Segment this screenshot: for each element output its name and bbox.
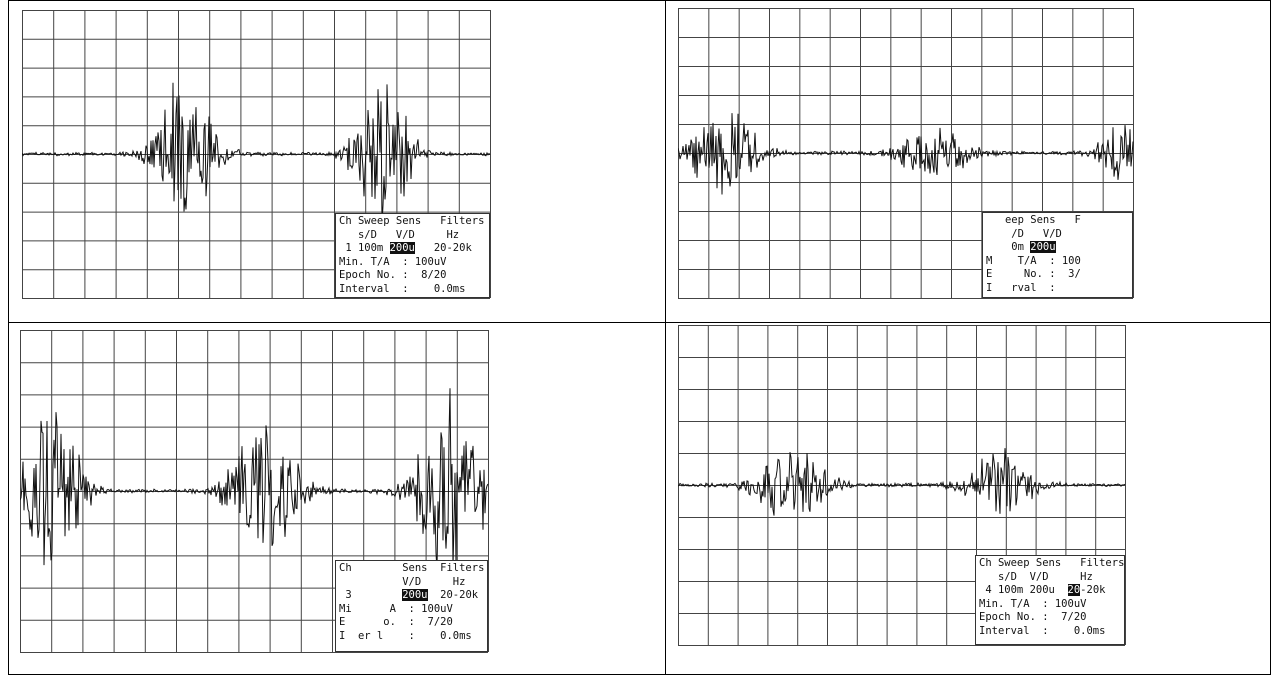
- settings-text: Interval : 0.0ms: [339, 283, 465, 295]
- settings-line: V/D Hz: [339, 576, 484, 590]
- settings-text: s/D V/D Hz: [339, 229, 459, 241]
- table-border: [665, 0, 666, 675]
- settings-text: Epoch No. : 8/20: [339, 269, 446, 281]
- settings-line: Mi A : 100uV: [339, 603, 484, 617]
- settings-text: 1 100m: [339, 242, 390, 254]
- settings-line: Interval : 0.0ms: [979, 625, 1121, 639]
- settings-text: s/D V/D Hz: [979, 571, 1093, 583]
- settings-line: Ch Sweep Sens Filters: [339, 215, 486, 229]
- settings-text: Min. T/A : 100uV: [979, 598, 1086, 610]
- settings-text: /D V/D: [986, 228, 1062, 240]
- table-border: [1270, 0, 1271, 675]
- emg-panel: Ch Sweep Sens Filters s/D V/D Hz 1 100m …: [22, 10, 490, 298]
- settings-text: I rval :: [986, 282, 1056, 294]
- settings-text: V/D Hz: [339, 576, 465, 588]
- settings-text: Ch Sweep Sens Filters: [979, 557, 1124, 569]
- settings-line: 3 200u 20-20k: [339, 589, 484, 603]
- emg-panel: Ch Sweep Sens Filters s/D V/D Hz 4 100m …: [678, 325, 1125, 645]
- settings-line: s/D V/D Hz: [339, 229, 486, 243]
- settings-text: 0m: [986, 241, 1030, 253]
- settings-text: Interval : 0.0ms: [979, 625, 1105, 637]
- settings-text: 3: [339, 589, 402, 601]
- settings-line: s/D V/D Hz: [979, 571, 1121, 585]
- settings-line: 1 100m 200u 20-20k: [339, 242, 486, 256]
- settings-line: 4 100m 200u 20-20k: [979, 584, 1121, 598]
- settings-line: E o. : 7/20: [339, 616, 484, 630]
- settings-text: -20k: [1080, 584, 1105, 596]
- settings-text: Min. T/A : 100uV: [339, 256, 446, 268]
- settings-text: 20-20k: [415, 242, 472, 254]
- settings-line: Min. T/A : 100uV: [339, 256, 486, 270]
- settings-line: I er l : 0.0ms: [339, 630, 484, 644]
- settings-line: E No. : 3/: [986, 268, 1129, 282]
- table-border: [8, 322, 1271, 323]
- settings-text: E No. : 3/: [986, 268, 1081, 280]
- settings-line: Ch Sens Filters: [339, 562, 484, 576]
- settings-box: Ch Sweep Sens Filters s/D V/D Hz 1 100m …: [335, 213, 490, 298]
- settings-text: eep Sens F: [986, 214, 1081, 226]
- table-border: [8, 0, 1271, 1]
- settings-text: M T/A : 100: [986, 255, 1081, 267]
- emg-trace: [20, 388, 488, 571]
- settings-text: E o. : 7/20: [339, 616, 453, 628]
- settings-line: M T/A : 100: [986, 255, 1129, 269]
- settings-line: I rval :: [986, 282, 1129, 296]
- settings-highlight: 200u: [390, 242, 415, 254]
- settings-line: Epoch No. : 7/20: [979, 611, 1121, 625]
- emg-trace: [678, 448, 1125, 515]
- settings-highlight: 20: [1068, 584, 1081, 596]
- emg-trace: [22, 83, 490, 225]
- figure-page: Ch Sweep Sens Filters s/D V/D Hz 1 100m …: [0, 0, 1275, 675]
- settings-line: Epoch No. : 8/20: [339, 269, 486, 283]
- settings-text: Ch Sens Filters: [339, 562, 484, 574]
- settings-box: Ch Sweep Sens Filters s/D V/D Hz 4 100m …: [975, 555, 1125, 645]
- settings-line: Interval : 0.0ms: [339, 283, 486, 297]
- settings-highlight: 200u: [1030, 241, 1055, 253]
- settings-text: Epoch No. : 7/20: [979, 611, 1086, 623]
- settings-line: Ch Sweep Sens Filters: [979, 557, 1121, 571]
- settings-line: 0m 200u: [986, 241, 1129, 255]
- settings-line: eep Sens F: [986, 214, 1129, 228]
- settings-text: I er l : 0.0ms: [339, 630, 472, 642]
- table-border: [8, 0, 9, 675]
- settings-line: /D V/D: [986, 228, 1129, 242]
- settings-text: 4 100m 200u: [979, 584, 1068, 596]
- settings-text: Mi A : 100uV: [339, 603, 453, 615]
- settings-text: 20-20k: [428, 589, 479, 601]
- settings-highlight: 200u: [402, 589, 427, 601]
- settings-line: Min. T/A : 100uV: [979, 598, 1121, 612]
- settings-text: Ch Sweep Sens Filters: [339, 215, 484, 227]
